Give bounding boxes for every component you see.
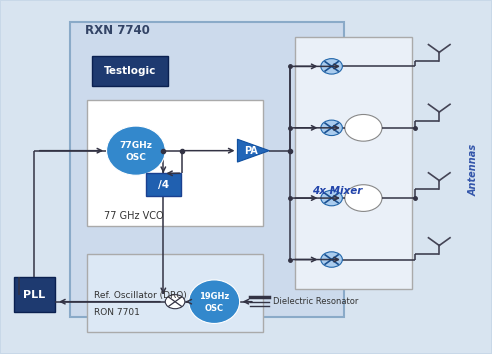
Circle shape: [321, 59, 342, 74]
Text: OSC: OSC: [125, 153, 146, 162]
Bar: [92, 56, 168, 86]
Text: RXN 7740: RXN 7740: [85, 23, 150, 36]
Bar: [70, 22, 344, 318]
Circle shape: [321, 190, 342, 206]
Text: PLL: PLL: [23, 290, 45, 299]
Text: 77 GHz VCO: 77 GHz VCO: [104, 211, 164, 221]
Circle shape: [321, 252, 342, 267]
Circle shape: [165, 295, 185, 309]
Circle shape: [321, 120, 342, 136]
Text: Dielectric Resonator: Dielectric Resonator: [273, 297, 358, 306]
Bar: [87, 100, 263, 226]
Bar: [14, 277, 55, 312]
Bar: [87, 254, 263, 332]
Text: Ref. Oscillator (DRO): Ref. Oscillator (DRO): [94, 291, 187, 300]
Text: OSC: OSC: [205, 303, 224, 313]
Bar: [295, 36, 412, 289]
Text: Antennas: Antennas: [468, 144, 479, 196]
Ellipse shape: [189, 280, 240, 324]
Text: RON 7701: RON 7701: [94, 308, 140, 318]
Text: /4: /4: [158, 180, 169, 190]
Circle shape: [345, 114, 382, 141]
Ellipse shape: [107, 126, 165, 175]
Circle shape: [345, 185, 382, 211]
Text: Testlogic: Testlogic: [104, 66, 156, 76]
Polygon shape: [238, 139, 269, 162]
Text: PA: PA: [244, 145, 258, 156]
Text: 19GHz: 19GHz: [199, 292, 229, 301]
Text: 77GHz: 77GHz: [120, 141, 153, 149]
Bar: [146, 173, 181, 196]
Text: 4x Mixer: 4x Mixer: [312, 186, 363, 196]
